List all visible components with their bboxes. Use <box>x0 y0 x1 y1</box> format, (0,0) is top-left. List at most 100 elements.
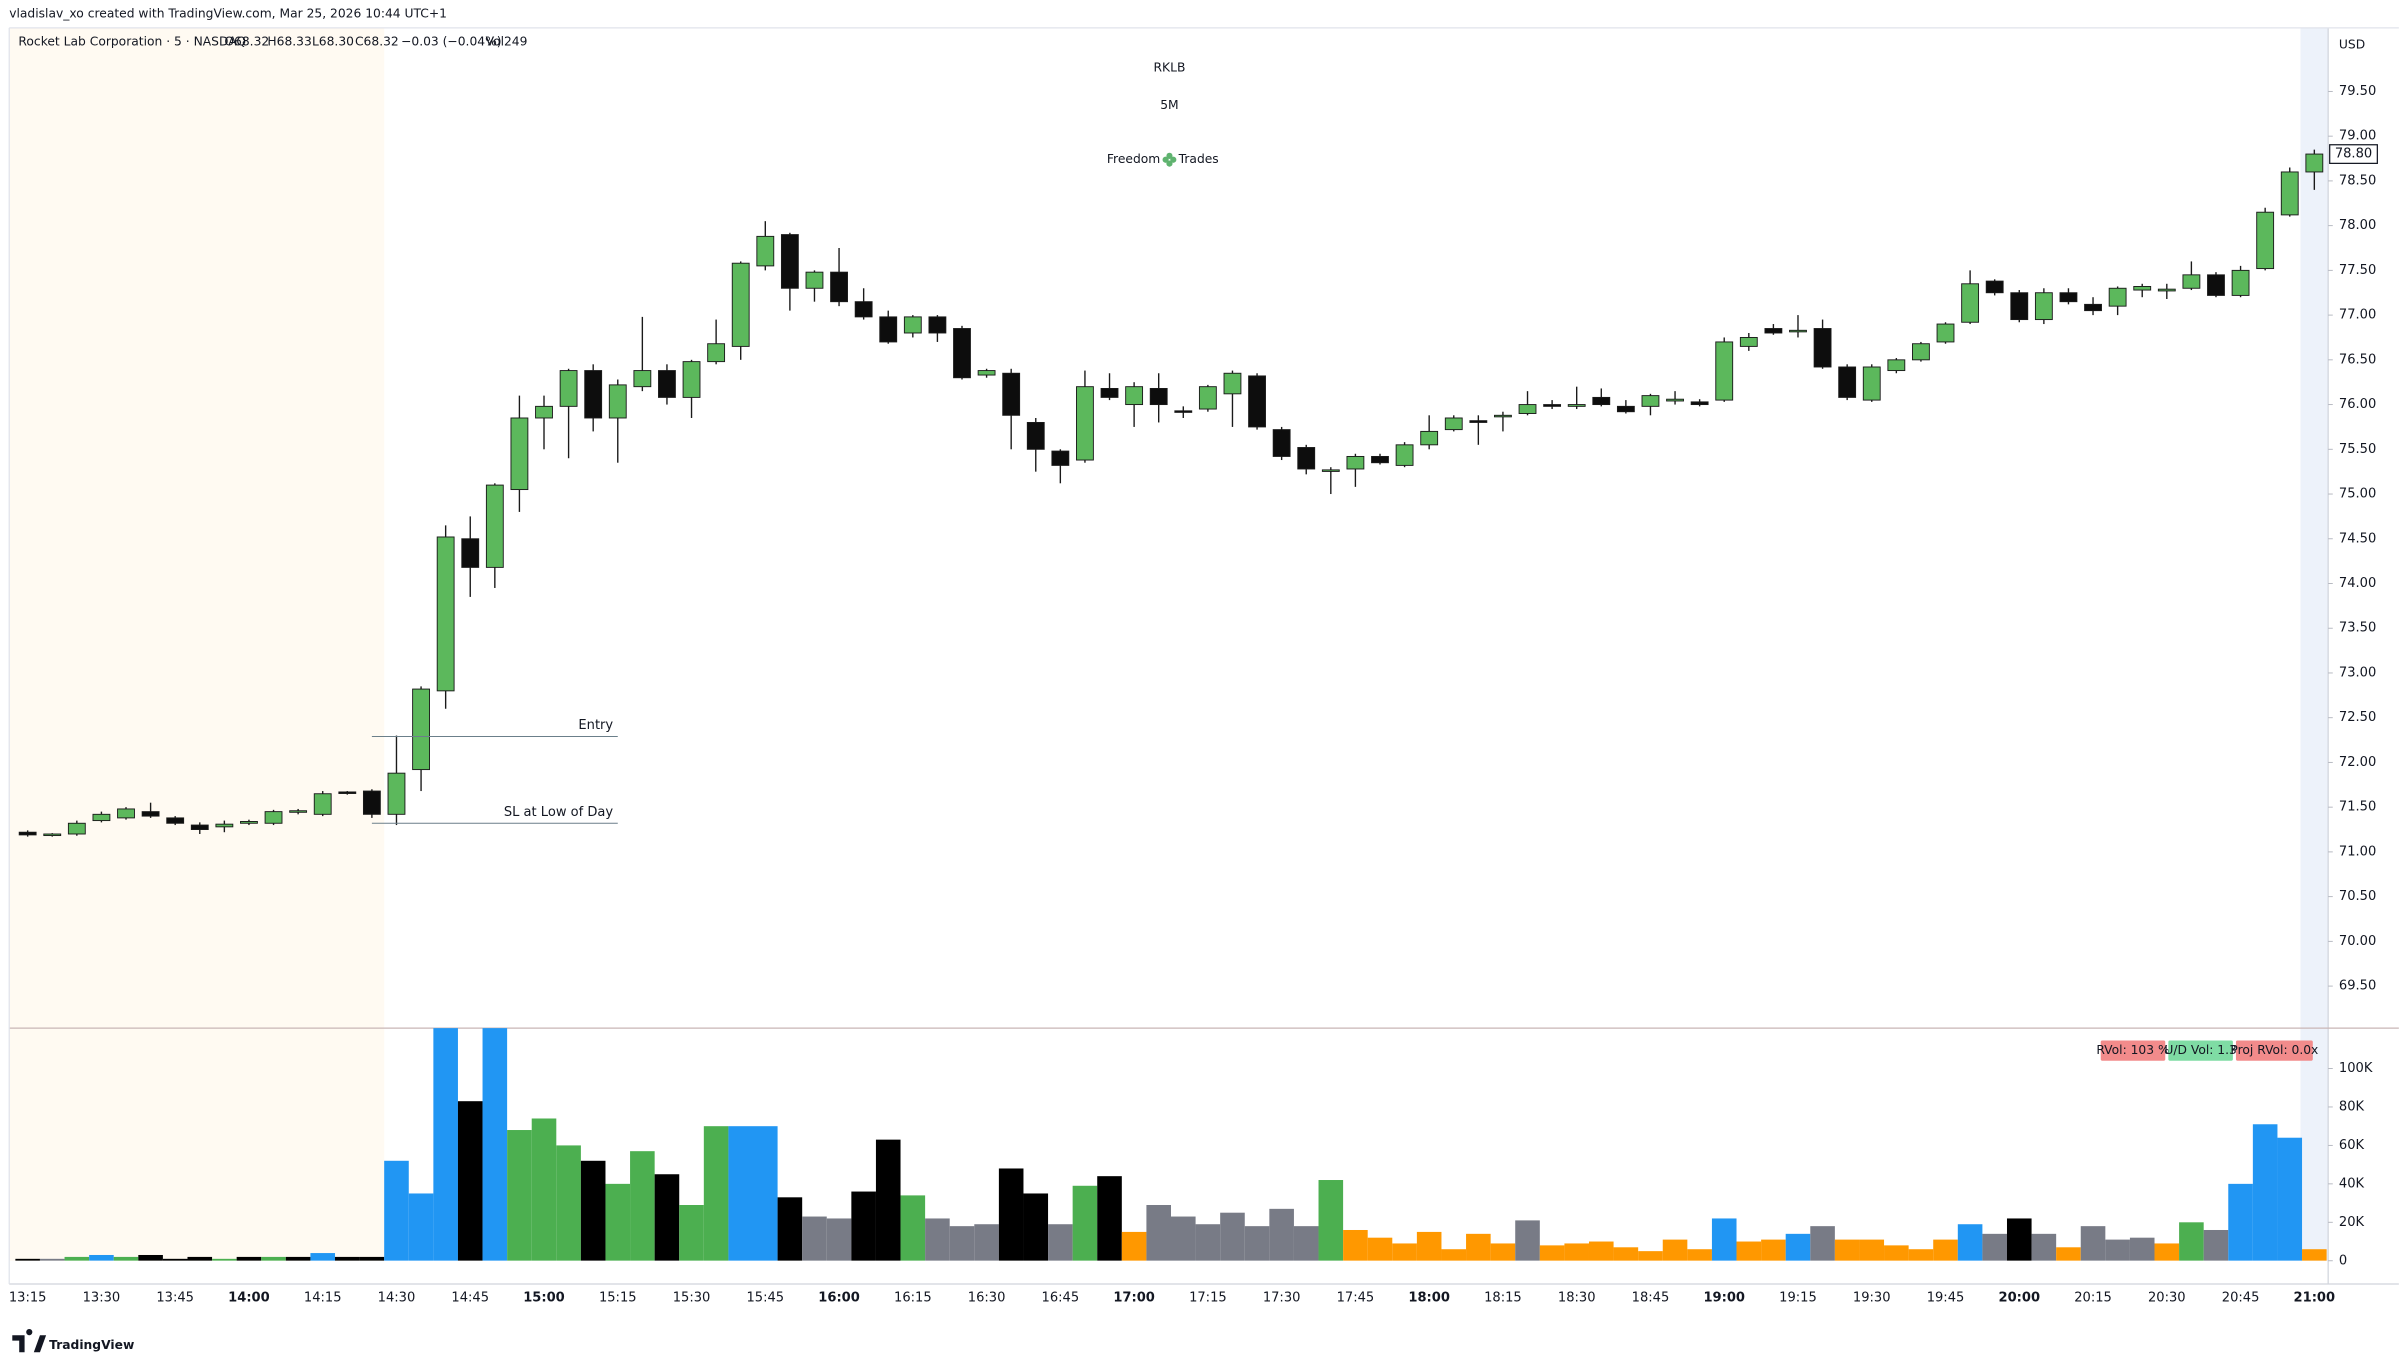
volume-bar <box>335 1256 360 1261</box>
volume-bar <box>1810 1226 1835 1261</box>
volume-bar <box>654 1174 680 1261</box>
volume-bar <box>2154 1243 2180 1261</box>
candle-body <box>584 370 603 419</box>
volume-bar <box>1269 1208 1294 1261</box>
candle-body <box>805 271 824 289</box>
candle-body <box>190 824 209 830</box>
candle-body <box>535 405 553 419</box>
x-tick-label: 14:45 <box>451 1290 489 1305</box>
x-tick-label: 15:15 <box>599 1290 637 1305</box>
candle-body <box>1346 455 1365 470</box>
volume-bar <box>1515 1220 1540 1261</box>
x-tick-label: 15:00 <box>523 1290 565 1305</box>
candle-body <box>1887 359 1906 372</box>
candle-body <box>1764 328 1783 334</box>
volume-bar <box>1195 1224 1221 1261</box>
volume-bar <box>1564 1243 1589 1261</box>
candle-body <box>1125 386 1144 406</box>
volume-bar <box>1761 1239 1786 1261</box>
volume-bar <box>2203 1229 2229 1261</box>
x-tick-label: 20:00 <box>1999 1290 2041 1305</box>
volume-bar <box>1392 1243 1417 1261</box>
candle-body <box>1026 421 1045 450</box>
candle-body <box>1297 447 1316 470</box>
candle-body <box>682 361 701 398</box>
legend-low: L68.30 <box>312 34 354 48</box>
x-tick-label: 16:00 <box>818 1290 860 1305</box>
y-tick-label: 78.50 <box>2339 173 2376 188</box>
volume-bar <box>1933 1239 1958 1261</box>
x-tick-label: 20:45 <box>2222 1290 2260 1305</box>
x-tick-label: 16:30 <box>968 1290 1006 1305</box>
candle-body <box>2059 292 2078 303</box>
y-tick-label: 73.50 <box>2339 621 2376 636</box>
candle-body <box>559 370 578 407</box>
candle-body <box>1518 404 1537 414</box>
volume-bar <box>777 1197 803 1261</box>
volume-bar <box>2228 1183 2253 1261</box>
candle-body <box>1420 430 1439 446</box>
volume-bar <box>580 1160 606 1261</box>
volume-bar <box>1834 1239 1860 1261</box>
candle-body <box>2231 269 2250 296</box>
volume-bar <box>1072 1185 1098 1261</box>
x-tick-label: 18:45 <box>1632 1290 1670 1305</box>
volume-bar <box>1736 1241 1762 1261</box>
y-tick-label: 72.50 <box>2339 710 2376 725</box>
volume-badge-label: Proj RVol: 0.0x <box>2230 1043 2318 1057</box>
candle-body <box>928 316 947 334</box>
candle-body <box>731 262 750 347</box>
volume-bar <box>1785 1233 1811 1261</box>
volume-bar <box>2302 1249 2327 1261</box>
volume-bar <box>1490 1243 1516 1261</box>
x-tick-label: 13:15 <box>9 1290 47 1305</box>
volume-bar <box>482 1028 508 1261</box>
volume-bar <box>2056 1247 2081 1261</box>
candle-body <box>1567 404 1586 407</box>
volume-bar <box>187 1256 213 1261</box>
candle-body <box>1444 417 1463 431</box>
volume-bar <box>1884 1245 1909 1261</box>
candle-body <box>387 772 406 815</box>
watermark-brand: Trades <box>1178 152 1219 166</box>
y-tick-label: 70.00 <box>2339 934 2376 949</box>
volume-bar <box>384 1160 409 1261</box>
volume-bar <box>64 1256 90 1261</box>
volume-bar <box>113 1256 139 1261</box>
volume-badge <box>2235 1040 2313 1061</box>
volume-bar <box>1982 1233 2007 1261</box>
y-tick-label: 72.00 <box>2339 755 2376 770</box>
watermark-ticker: RKLB <box>1154 61 1186 75</box>
candle-body <box>1174 410 1193 413</box>
candle-body <box>1985 280 2004 294</box>
volume-badge-label: U/D Vol: 1.3 <box>2164 1043 2236 1057</box>
y-tick-label: 77.50 <box>2339 263 2376 278</box>
volume-bar <box>1539 1245 1565 1261</box>
volume-bar <box>15 1258 40 1261</box>
candle-body <box>1272 429 1291 457</box>
y-tick-label: 79.50 <box>2339 84 2376 99</box>
x-tick-label: 18:00 <box>1408 1290 1450 1305</box>
volume-bar <box>1170 1216 1196 1261</box>
volume-tick-label: 0 <box>2339 1253 2347 1268</box>
volume-bar <box>900 1195 926 1261</box>
volume-bar <box>949 1226 975 1261</box>
candle-body <box>658 370 676 398</box>
candle-body <box>1912 343 1930 361</box>
last-price-label: 78.80 <box>2335 147 2372 162</box>
y-tick-label: 77.00 <box>2339 308 2376 323</box>
legend-close: C68.32 <box>355 34 399 48</box>
volume-bar <box>2252 1124 2278 1261</box>
volume-bar <box>1146 1205 1171 1261</box>
logo-icon <box>12 1328 47 1353</box>
volume-bar <box>310 1253 336 1261</box>
candle-body <box>633 370 652 388</box>
candle-body <box>1666 398 1684 402</box>
x-tick-label: 17:45 <box>1337 1290 1375 1305</box>
candle-body <box>117 808 135 819</box>
candle-body <box>1100 387 1119 398</box>
candle-body <box>510 417 529 491</box>
volume-bar <box>457 1101 483 1261</box>
candle-body <box>1641 395 1660 407</box>
